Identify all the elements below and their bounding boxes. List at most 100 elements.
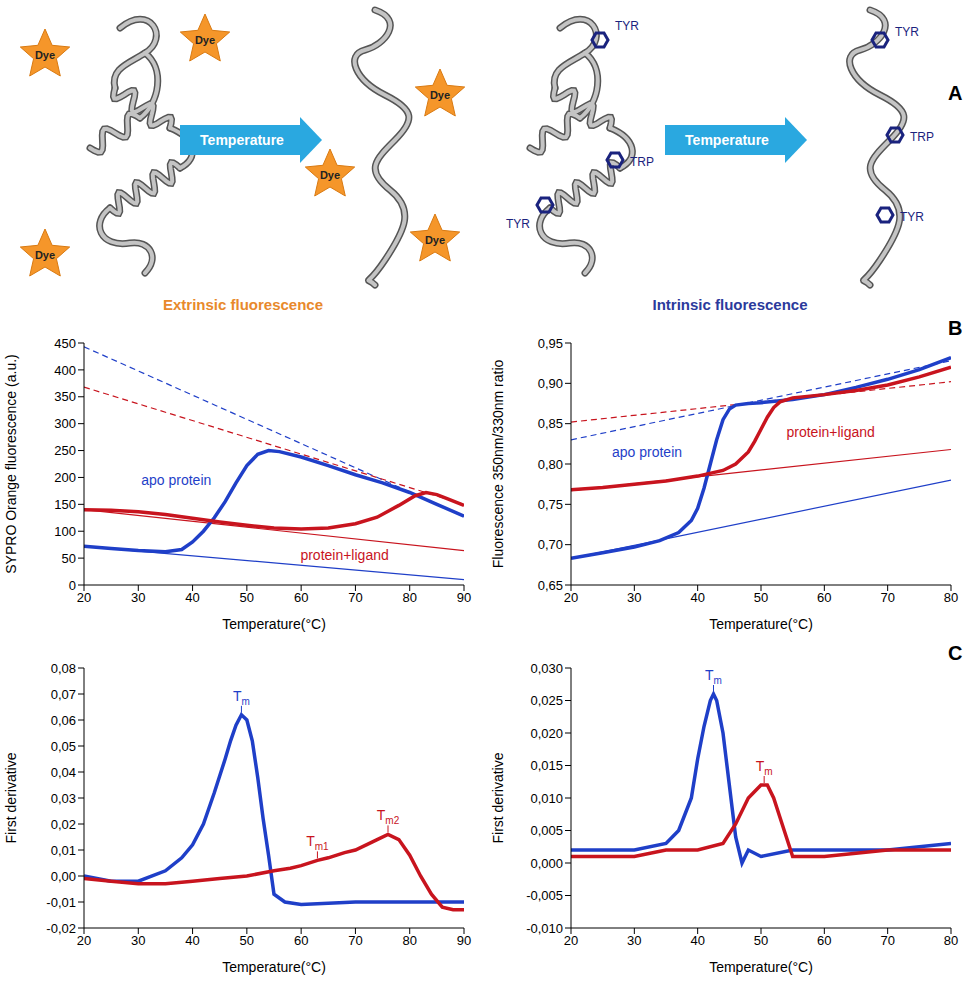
svg-text:0,025: 0,025 bbox=[530, 693, 563, 708]
svg-text:-0,02: -0,02 bbox=[46, 921, 76, 936]
svg-text:70: 70 bbox=[880, 590, 894, 605]
svg-text:Dye: Dye bbox=[430, 89, 450, 101]
svg-text:0,04: 0,04 bbox=[51, 765, 76, 780]
svg-text:450: 450 bbox=[54, 336, 76, 351]
svg-text:Temperature: Temperature bbox=[685, 132, 769, 148]
svg-text:Temperature: Temperature bbox=[200, 132, 284, 148]
svg-text:Tm1: Tm1 bbox=[306, 833, 329, 852]
svg-text:80: 80 bbox=[944, 590, 958, 605]
svg-text:TYR: TYR bbox=[895, 25, 919, 39]
svg-text:80: 80 bbox=[402, 590, 416, 605]
svg-text:0,020: 0,020 bbox=[530, 726, 563, 741]
svg-text:Temperature(°C): Temperature(°C) bbox=[222, 616, 326, 632]
svg-text:30: 30 bbox=[131, 933, 145, 948]
svg-text:400: 400 bbox=[54, 363, 76, 378]
svg-text:80: 80 bbox=[944, 933, 958, 948]
svg-text:Temperature(°C): Temperature(°C) bbox=[709, 616, 813, 632]
svg-text:0,75: 0,75 bbox=[538, 497, 563, 512]
svg-text:30: 30 bbox=[131, 590, 145, 605]
svg-text:-0,005: -0,005 bbox=[526, 888, 563, 903]
svg-text:60: 60 bbox=[817, 933, 831, 948]
svg-text:0,02: 0,02 bbox=[51, 817, 76, 832]
svg-text:30: 30 bbox=[627, 933, 641, 948]
svg-text:250: 250 bbox=[54, 443, 76, 458]
svg-text:Temperature(°C): Temperature(°C) bbox=[709, 959, 813, 975]
svg-text:200: 200 bbox=[54, 470, 76, 485]
svg-text:0,005: 0,005 bbox=[530, 823, 563, 838]
svg-text:20: 20 bbox=[564, 590, 578, 605]
svg-text:20: 20 bbox=[77, 933, 91, 948]
svg-text:-0,010: -0,010 bbox=[526, 921, 563, 936]
svg-text:50: 50 bbox=[754, 933, 768, 948]
svg-text:0,01: 0,01 bbox=[51, 843, 76, 858]
svg-text:SYPRO Orange fluorescence (a.u: SYPRO Orange fluorescence (a.u.) bbox=[3, 354, 19, 573]
svg-text:TRP: TRP bbox=[910, 130, 934, 144]
svg-text:50: 50 bbox=[754, 590, 768, 605]
svg-text:350: 350 bbox=[54, 389, 76, 404]
svg-text:0,07: 0,07 bbox=[51, 687, 76, 702]
html-text:Extrinsic fluorescence: Extrinsic fluorescence bbox=[163, 296, 323, 313]
svg-text:0,03: 0,03 bbox=[51, 791, 76, 806]
svg-text:60: 60 bbox=[294, 590, 308, 605]
svg-text:80: 80 bbox=[402, 933, 416, 948]
svg-text:-0,01: -0,01 bbox=[46, 895, 76, 910]
svg-text:apo protein: apo protein bbox=[612, 444, 682, 460]
svg-text:TRP: TRP bbox=[630, 155, 654, 169]
svg-text:90: 90 bbox=[457, 933, 471, 948]
svg-text:First derivative: First derivative bbox=[3, 752, 19, 843]
svg-text:40: 40 bbox=[185, 590, 199, 605]
svg-text:0: 0 bbox=[69, 578, 76, 593]
svg-text:0,08: 0,08 bbox=[51, 661, 76, 676]
svg-text:300: 300 bbox=[54, 416, 76, 431]
svg-text:40: 40 bbox=[690, 590, 704, 605]
svg-text:40: 40 bbox=[690, 933, 704, 948]
svg-text:0,000: 0,000 bbox=[530, 856, 563, 871]
svg-text:70: 70 bbox=[348, 933, 362, 948]
svg-text:First derivative: First derivative bbox=[490, 752, 506, 843]
svg-text:60: 60 bbox=[294, 933, 308, 948]
svg-text:0,90: 0,90 bbox=[538, 376, 563, 391]
svg-text:TYR: TYR bbox=[506, 217, 530, 231]
svg-text:0,95: 0,95 bbox=[538, 336, 563, 351]
svg-text:Fluorescence 350nm/330nm ratio: Fluorescence 350nm/330nm ratio bbox=[490, 360, 506, 569]
svg-text:0,030: 0,030 bbox=[530, 661, 563, 676]
svg-text:Tm2: Tm2 bbox=[377, 807, 400, 826]
svg-text:Dye: Dye bbox=[320, 169, 340, 181]
svg-text:0,010: 0,010 bbox=[530, 791, 563, 806]
svg-text:Tm: Tm bbox=[756, 758, 773, 777]
svg-text:0,70: 0,70 bbox=[538, 537, 563, 552]
svg-text:0,00: 0,00 bbox=[51, 869, 76, 884]
svg-text:40: 40 bbox=[185, 933, 199, 948]
svg-text:30: 30 bbox=[627, 590, 641, 605]
svg-text:0,85: 0,85 bbox=[538, 416, 563, 431]
svg-text:70: 70 bbox=[880, 933, 894, 948]
svg-text:20: 20 bbox=[77, 590, 91, 605]
svg-text:TYR: TYR bbox=[900, 210, 924, 224]
svg-text:70: 70 bbox=[348, 590, 362, 605]
svg-text:Tm: Tm bbox=[233, 688, 250, 707]
svg-text:100: 100 bbox=[54, 524, 76, 539]
svg-text:A: A bbox=[948, 82, 962, 104]
svg-text:protein+ligand: protein+ligand bbox=[300, 547, 388, 563]
svg-text:Dye: Dye bbox=[425, 234, 445, 246]
svg-text:20: 20 bbox=[564, 933, 578, 948]
svg-text:50: 50 bbox=[240, 933, 254, 948]
svg-text:90: 90 bbox=[457, 590, 471, 605]
svg-text:Temperature(°C): Temperature(°C) bbox=[222, 959, 326, 975]
svg-text:0,015: 0,015 bbox=[530, 758, 563, 773]
svg-text:0,05: 0,05 bbox=[51, 739, 76, 754]
svg-text:0,80: 0,80 bbox=[538, 457, 563, 472]
svg-text:Dye: Dye bbox=[35, 249, 55, 261]
svg-text:50: 50 bbox=[240, 590, 254, 605]
svg-text:150: 150 bbox=[54, 497, 76, 512]
svg-text:apo protein: apo protein bbox=[141, 472, 211, 488]
svg-text:TYR: TYR bbox=[615, 19, 639, 33]
svg-text:0,65: 0,65 bbox=[538, 578, 563, 593]
svg-text:0,06: 0,06 bbox=[51, 713, 76, 728]
svg-text:Dye: Dye bbox=[35, 49, 55, 61]
svg-text:60: 60 bbox=[817, 590, 831, 605]
svg-text:protein+ligand: protein+ligand bbox=[786, 424, 874, 440]
svg-text:50: 50 bbox=[62, 551, 76, 566]
svg-text:Dye: Dye bbox=[195, 34, 215, 46]
svg-text:Tm: Tm bbox=[705, 667, 722, 686]
